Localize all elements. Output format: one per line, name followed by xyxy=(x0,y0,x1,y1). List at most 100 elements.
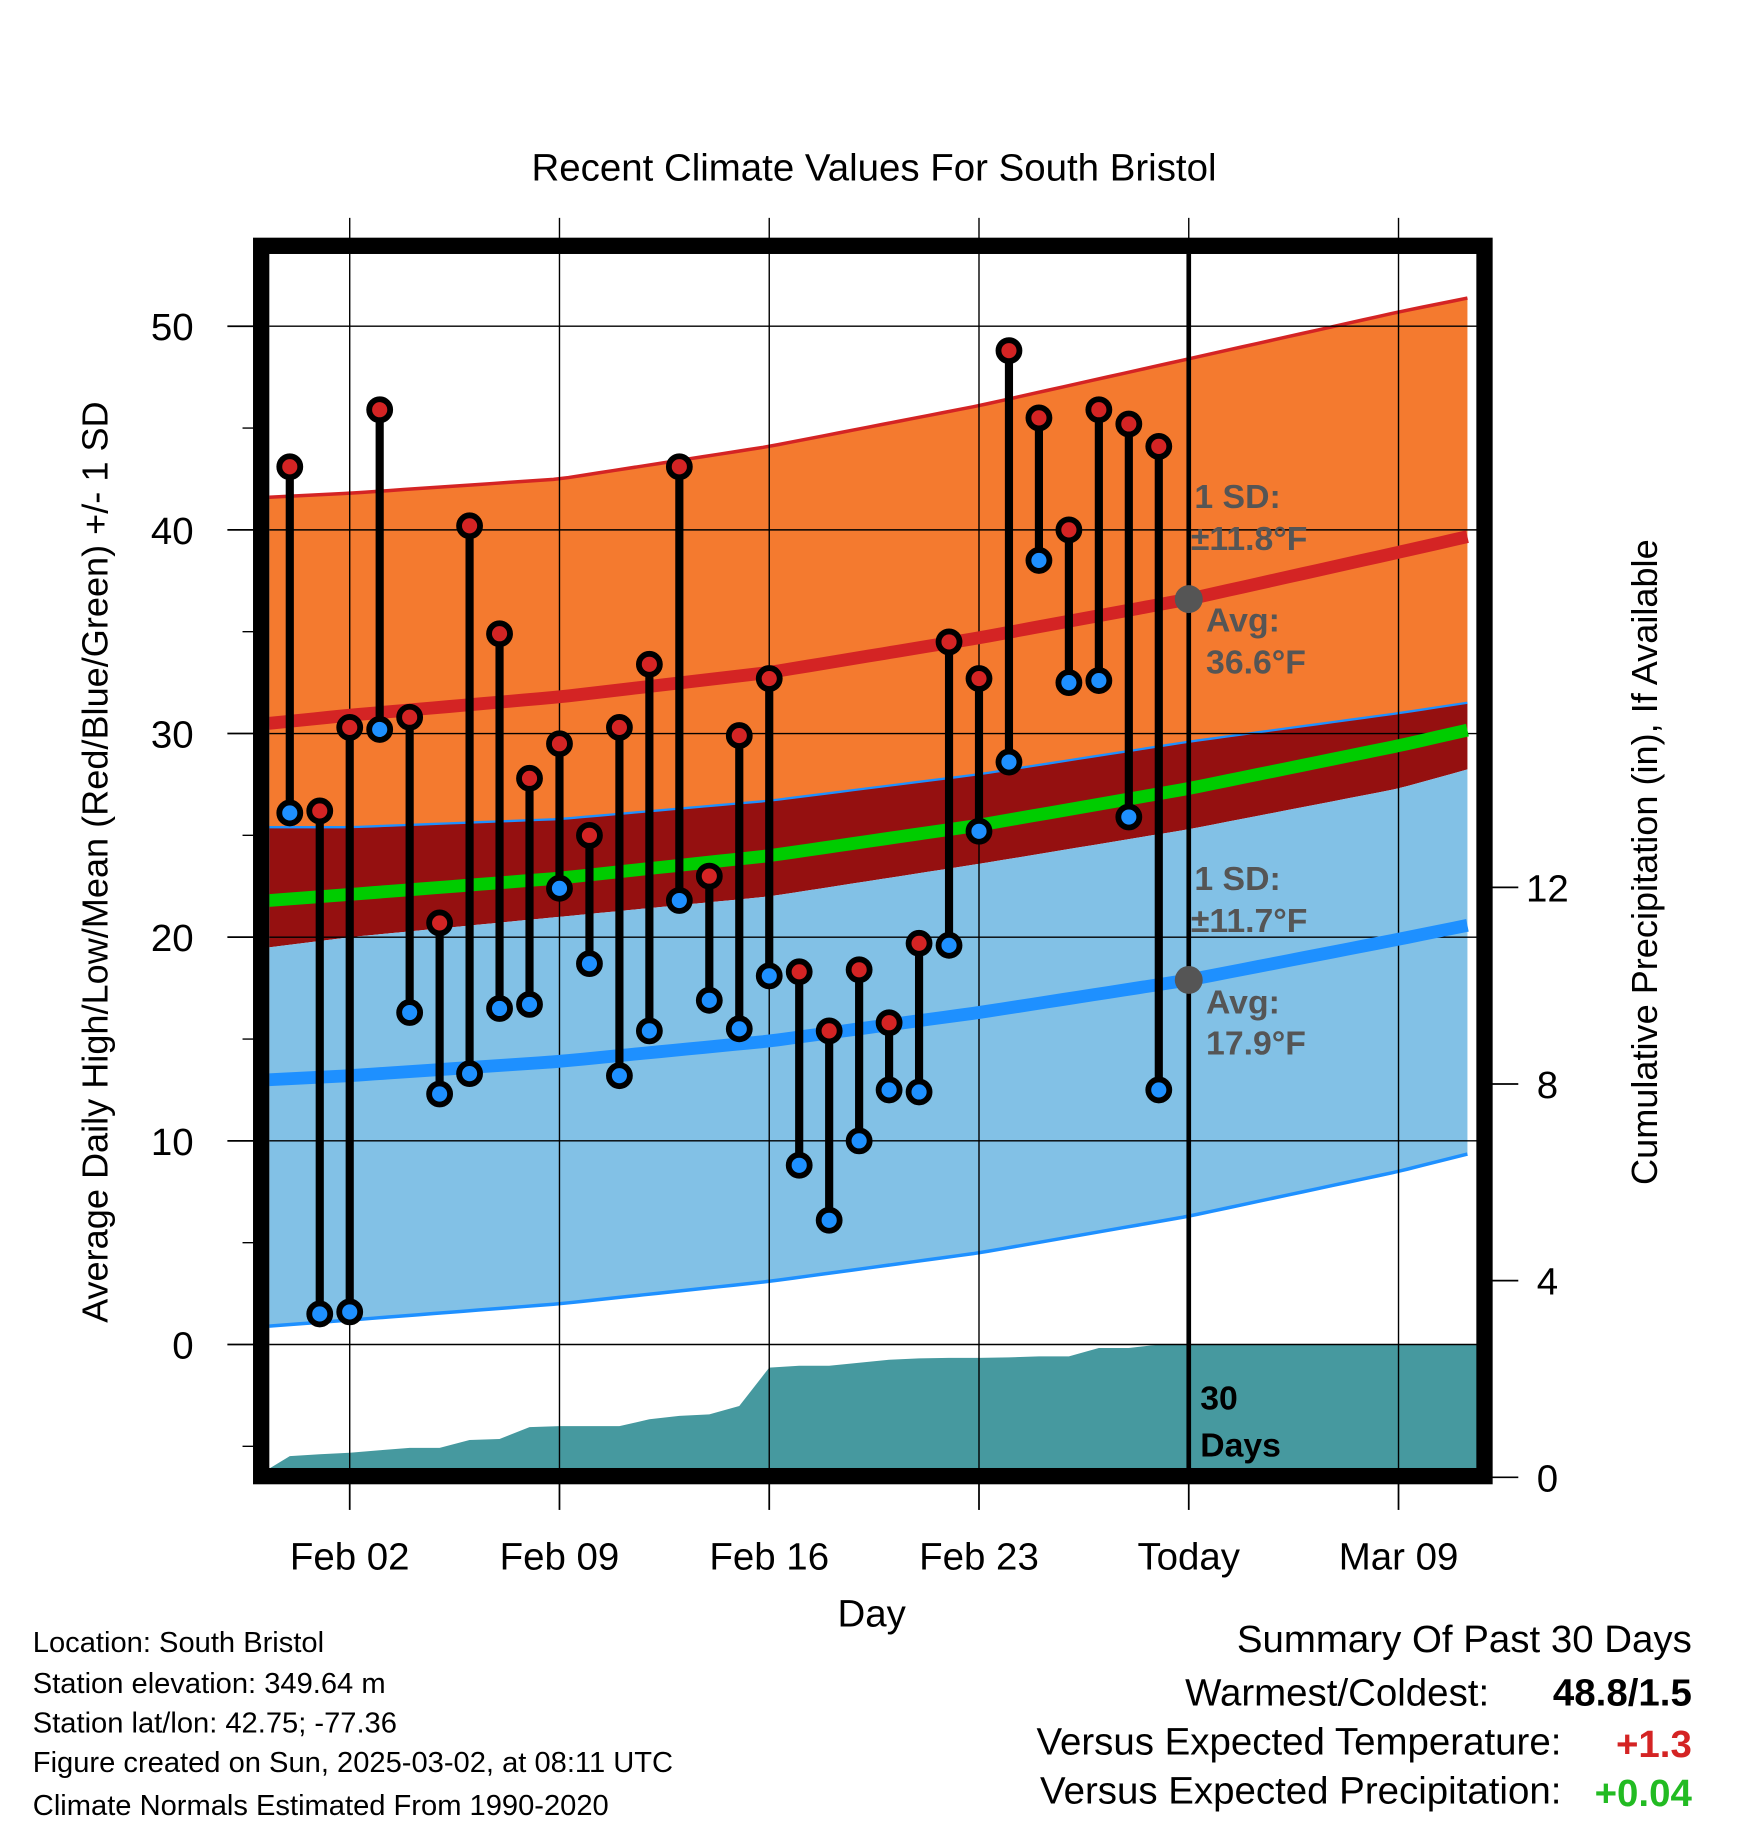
daily-low-point xyxy=(755,962,783,990)
daily-low-point xyxy=(1055,669,1083,697)
today-high-avg-marker xyxy=(1174,585,1203,614)
daily-high-point xyxy=(695,862,723,890)
daily-high-point xyxy=(546,730,573,758)
daily-low-point xyxy=(665,887,693,914)
precip-vs-expected-value: +0.04 xyxy=(1595,1772,1693,1815)
daily-low-point xyxy=(276,799,304,827)
daily-low-point xyxy=(1145,1076,1173,1104)
daily-high-point xyxy=(875,1009,903,1037)
daily-low-point xyxy=(785,1151,813,1179)
daily-low-point xyxy=(426,1080,454,1108)
low-avg-value: 17.9°F xyxy=(1206,1024,1306,1062)
y-right-tick-label: 4 xyxy=(1537,1261,1558,1304)
daily-low-point xyxy=(1085,667,1113,694)
temp-vs-expected-label: Versus Expected Temperature: xyxy=(1036,1721,1561,1764)
daily-high-point xyxy=(755,665,783,692)
daily-low-point xyxy=(1115,803,1143,831)
low-avg-label: Avg: xyxy=(1206,984,1280,1022)
daily-low-point xyxy=(815,1206,843,1234)
x-axis-label: Day xyxy=(837,1592,906,1635)
daily-high-point xyxy=(1025,404,1053,432)
x-tick-label: Mar 09 xyxy=(1339,1535,1459,1578)
daily-low-point xyxy=(725,1015,753,1043)
daily-low-point xyxy=(635,1017,663,1045)
daily-low-point xyxy=(486,995,513,1022)
y-right-tick-label: 0 xyxy=(1537,1457,1558,1500)
daily-low-point xyxy=(965,817,993,845)
y-tick-label: 0 xyxy=(172,1324,193,1367)
high-sd-label: 1 SD: xyxy=(1194,478,1280,516)
cumulative-precip-area xyxy=(270,1344,1478,1468)
x-tick-label: Feb 02 xyxy=(290,1535,410,1578)
today-low-avg-marker xyxy=(1174,965,1203,994)
daily-low-point xyxy=(366,716,394,743)
observed-values xyxy=(276,337,1173,1328)
daily-high-point xyxy=(366,396,394,424)
daily-high-point xyxy=(576,821,603,849)
high-upper-line xyxy=(269,296,1468,500)
footer-info: Location: South Bristol Station elevatio… xyxy=(33,1627,673,1822)
daily-high-point xyxy=(486,620,513,648)
daily-low-point xyxy=(396,999,424,1026)
daily-high-point xyxy=(426,909,454,937)
precip-area xyxy=(270,1344,1478,1468)
y-tick-label: 20 xyxy=(151,917,194,960)
daily-high-point xyxy=(965,665,993,692)
daily-high-point xyxy=(905,929,933,957)
daily-high-point xyxy=(396,703,424,731)
precip-vs-expected-label: Versus Expected Precipitation: xyxy=(1040,1770,1561,1813)
x-tick-label: Feb 23 xyxy=(919,1535,1039,1578)
low-sd-value: ±11.7°F xyxy=(1191,902,1308,940)
daily-high-point xyxy=(1085,396,1113,424)
y-tick-label: 10 xyxy=(151,1121,194,1164)
low-lower-line xyxy=(269,1152,1468,1328)
y-right-tick-label: 8 xyxy=(1537,1064,1558,1107)
daily-low-point xyxy=(875,1076,903,1104)
footer-normals: Climate Normals Estimated From 1990-2020 xyxy=(33,1790,609,1822)
y-axis-right-label: Cumulative Precipitation (in), If Availa… xyxy=(1624,539,1665,1185)
footer-location: Location: South Bristol xyxy=(33,1627,324,1659)
axis-ticks: 0 10 20 30 40 50 0 4 8 12 Feb 02 Feb 09 Feb 16 Feb 23… xyxy=(151,306,1569,1578)
daily-high-point xyxy=(1055,516,1083,544)
daily-high-point xyxy=(845,956,873,984)
daily-high-point xyxy=(306,797,334,825)
daily-low-point xyxy=(606,1062,633,1090)
daily-high-point xyxy=(1115,410,1143,438)
daily-low-point xyxy=(935,931,963,959)
warmest-coldest-label: Warmest/Coldest: xyxy=(1185,1672,1489,1715)
temp-vs-expected-value: +1.3 xyxy=(1616,1723,1692,1766)
daily-low-point xyxy=(995,748,1023,776)
y-tick-label: 40 xyxy=(151,510,194,553)
y-tick-label: 50 xyxy=(151,306,194,349)
low-sd-label: 1 SD: xyxy=(1194,860,1280,898)
daily-high-point xyxy=(456,512,483,540)
normal-bands xyxy=(269,296,1468,1328)
daily-high-point xyxy=(336,714,364,741)
daily-low-point xyxy=(845,1127,873,1155)
daily-low-point xyxy=(336,1298,364,1326)
footer-elevation: Station elevation: 349.64 m xyxy=(33,1668,386,1700)
daily-high-point xyxy=(785,958,813,986)
daily-low-point xyxy=(456,1060,483,1088)
high-annotation: 1 SD: ±11.8°F Avg: 36.6°F 1 SD: ±11.7°F … xyxy=(1191,478,1308,1464)
daily-low-point xyxy=(1025,547,1053,574)
daily-high-point xyxy=(815,1017,843,1045)
summary: Summary Of Past 30 Days Warmest/Coldest:… xyxy=(1036,1618,1692,1815)
daily-low-point xyxy=(576,950,603,978)
y-right-tick-label: 12 xyxy=(1526,867,1569,910)
y-tick-label: 30 xyxy=(151,714,194,757)
low-sd-band xyxy=(269,769,1468,1327)
x-tick-label: Feb 09 xyxy=(500,1535,620,1578)
daily-high-point xyxy=(725,722,753,749)
days-label-number: 30 xyxy=(1200,1380,1238,1418)
chart-title: Recent Climate Values For South Bristol xyxy=(531,147,1216,190)
daily-high-point xyxy=(516,764,543,792)
daily-high-point xyxy=(935,628,963,656)
daily-high-point xyxy=(995,337,1023,365)
footer-created: Figure created on Sun, 2025-03-02, at 08… xyxy=(33,1747,673,1779)
daily-low-point xyxy=(695,986,723,1014)
x-tick-label: Today xyxy=(1137,1535,1240,1578)
high-avg-value: 36.6°F xyxy=(1206,643,1306,681)
daily-low-point xyxy=(306,1300,334,1328)
